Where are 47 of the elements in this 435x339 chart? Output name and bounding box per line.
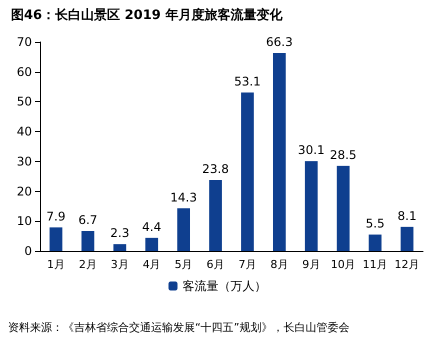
x-tick-label: 7月 bbox=[238, 258, 256, 271]
data-label: 14.3 bbox=[170, 190, 197, 204]
bar bbox=[113, 244, 126, 251]
bar bbox=[336, 166, 350, 251]
bar bbox=[145, 238, 158, 251]
text: 资料来源：《吉林省综合交通运输发展“十四五”规划》，长白山管委会 bbox=[8, 321, 350, 334]
y-tick-label: 30 bbox=[16, 154, 32, 168]
data-label: 2.3 bbox=[110, 226, 130, 240]
data-label: 7.9 bbox=[46, 209, 66, 224]
data-label: 53.1 bbox=[234, 74, 261, 88]
bar bbox=[304, 161, 318, 251]
x-tick-label: 9月 bbox=[302, 258, 320, 271]
legend-label: 客流量（万人） bbox=[182, 279, 266, 293]
chart-title: 图46：长白山景区 2019 年月度旅客流量变化 bbox=[11, 7, 284, 23]
x-tick-label: 5月 bbox=[174, 258, 193, 271]
y-tick-label: 20 bbox=[16, 184, 32, 198]
x-tick-label: 1月 bbox=[46, 258, 65, 271]
data-label: 6.7 bbox=[78, 212, 98, 227]
data-label: 66.3 bbox=[266, 35, 293, 50]
x-tick-label: 10月 bbox=[330, 258, 356, 271]
x-tick-label: 6月 bbox=[206, 258, 225, 271]
y-tick-label: 10 bbox=[16, 214, 32, 228]
bar bbox=[50, 227, 62, 251]
bar bbox=[272, 53, 286, 251]
data-label: 30.1 bbox=[298, 143, 325, 158]
y-tick-label: 70 bbox=[16, 35, 32, 49]
y-tick-label: 40 bbox=[16, 124, 32, 139]
x-tick-label: 2月 bbox=[78, 258, 97, 271]
data-label: 4.4 bbox=[142, 220, 162, 234]
bar bbox=[209, 180, 222, 251]
data-label: 5.5 bbox=[366, 216, 385, 231]
y-tick-label: 50 bbox=[16, 94, 32, 109]
bar bbox=[177, 208, 190, 251]
bar bbox=[241, 92, 254, 251]
x-tick-label: 11月 bbox=[362, 258, 388, 271]
data-label: 8.1 bbox=[397, 208, 417, 223]
data-label: 23.8 bbox=[202, 162, 229, 176]
bar bbox=[81, 230, 94, 251]
x-tick-label: 3月 bbox=[110, 258, 129, 271]
x-tick-label: 4月 bbox=[142, 258, 161, 271]
data-label: 28.5 bbox=[330, 148, 357, 162]
bar bbox=[368, 234, 382, 251]
x-tick-label: 12月 bbox=[394, 258, 420, 271]
x-tick-label: 8月 bbox=[270, 258, 288, 271]
y-tick-label: 0 bbox=[24, 244, 32, 258]
bar bbox=[400, 226, 414, 251]
y-tick-label: 60 bbox=[16, 64, 32, 79]
